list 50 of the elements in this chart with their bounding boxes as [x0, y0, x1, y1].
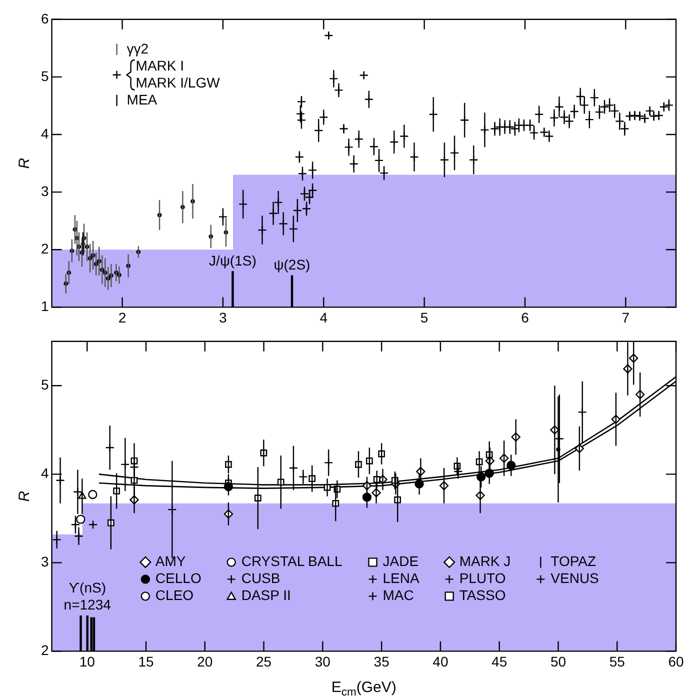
- x-tick-label: 25: [256, 653, 272, 670]
- x-tick-label: 4: [320, 309, 328, 326]
- x-tick-label: 20: [197, 653, 213, 670]
- y-tick-label: 3: [40, 182, 49, 199]
- y-tick-label: 5: [40, 376, 49, 393]
- x-tick-label: 55: [609, 653, 626, 670]
- legend-label: TASSO: [459, 587, 506, 604]
- legend-label: DASP II: [241, 587, 291, 604]
- legend-label: CRYSTAL BALL: [241, 553, 342, 570]
- x-tick-label: 60: [668, 653, 684, 670]
- y-tick-label: 2: [40, 240, 49, 256]
- y-tick-label: 2: [40, 642, 49, 658]
- annotation: J/ψ(1S): [209, 252, 256, 268]
- legend-label: MARK J: [459, 553, 511, 570]
- y-tick-label: 3: [40, 554, 49, 570]
- legend-label: CELLO: [155, 570, 202, 586]
- legend-label: γγ2: [126, 40, 149, 56]
- legend-label: TOPAZ: [550, 553, 596, 570]
- legend-label: MARK I MARK I/LGW: [136, 57, 221, 90]
- y-tick-label: 4: [40, 465, 49, 482]
- legend-label: CLEO: [155, 587, 194, 604]
- y-axis-title: R: [16, 490, 34, 502]
- x-tick-label: 5: [420, 309, 428, 326]
- x-tick-label: 3: [219, 309, 228, 326]
- annotation: ϒ(nS): [68, 580, 106, 596]
- legend-label: VENUS: [550, 570, 599, 586]
- legend-label: AMY: [155, 553, 186, 570]
- x-tick-label: 6: [521, 309, 530, 326]
- x-tick-label: 45: [492, 653, 508, 670]
- y-tick-label: 6: [40, 10, 49, 26]
- x-tick-label: 15: [138, 653, 154, 670]
- legend-label: CUSB: [241, 570, 280, 586]
- legend-label: JADE: [382, 553, 419, 570]
- y-tick-label: 5: [40, 68, 49, 84]
- x-tick-label: 50: [550, 653, 566, 670]
- legend-label: PLUTO: [459, 570, 506, 586]
- legend-label: LENA: [382, 570, 420, 586]
- x-tick-label: 30: [314, 653, 331, 670]
- y-tick-label: 4: [40, 125, 49, 142]
- x-tick-label: 40: [432, 653, 448, 670]
- x-tick-label: 10: [79, 653, 96, 670]
- annotation: ψ(2S): [274, 256, 310, 272]
- x-tick-label: 2: [118, 309, 126, 326]
- y-axis-title: R: [16, 158, 34, 169]
- legend-label: MEA: [126, 91, 158, 108]
- y-tick-label: 1: [40, 298, 49, 314]
- legend-label: MAC: [382, 587, 414, 604]
- x-tick-label: 7: [622, 309, 630, 326]
- annotation: n=1234: [64, 596, 112, 613]
- x-tick-label: 35: [374, 653, 390, 670]
